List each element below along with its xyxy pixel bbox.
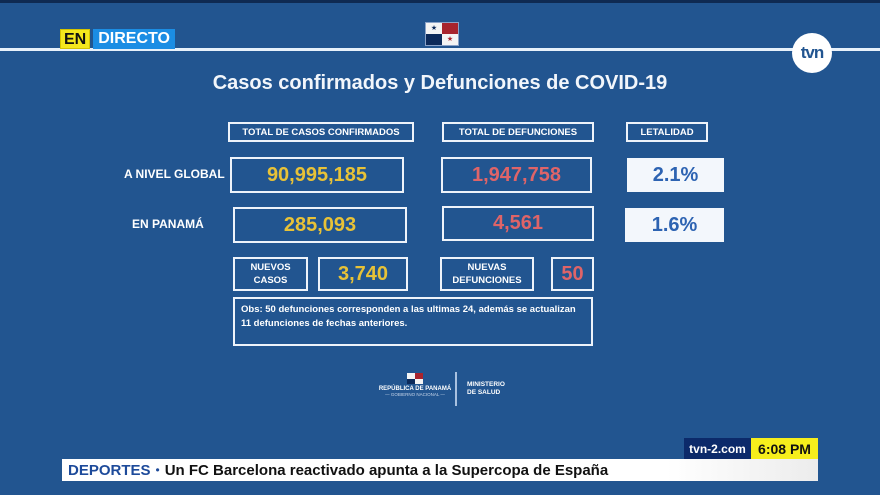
ticker-bullet-icon: • bbox=[155, 463, 160, 477]
flag-star-red-icon: ★ bbox=[442, 34, 458, 45]
panama-deaths-value: 4,561 bbox=[442, 206, 594, 241]
observation-note: Obs: 50 defunciones corresponden a las u… bbox=[233, 297, 593, 346]
ticker-headline: Un FC Barcelona reactivado apunta a la S… bbox=[164, 461, 609, 479]
news-ticker: DEPORTES • Un FC Barcelona reactivado ap… bbox=[62, 459, 818, 481]
live-badge: EN DIRECTO bbox=[60, 29, 175, 49]
new-deaths-label-line1: NUEVAS bbox=[467, 262, 507, 273]
header-rule bbox=[0, 48, 880, 51]
ministerio-salud-logo: MINISTERIO DE SALUD bbox=[467, 381, 505, 397]
logo-divider bbox=[455, 372, 457, 406]
tvn-logo: tvn bbox=[792, 33, 832, 73]
flag-blue-quarter bbox=[426, 34, 442, 45]
header-total-confirmed: TOTAL DE CASOS CONFIRMADOS bbox=[228, 122, 414, 142]
global-lethality-value: 2.1% bbox=[627, 158, 724, 192]
header-lethality: LETALIDAD bbox=[626, 122, 708, 142]
global-confirmed-value: 90,995,185 bbox=[230, 157, 404, 193]
new-cases-value: 3,740 bbox=[318, 257, 408, 291]
panama-flag-icon: ★ ★ bbox=[425, 22, 459, 46]
new-cases-label: NUEVOS CASOS bbox=[233, 257, 308, 291]
row-label-panama: EN PANAMÁ bbox=[132, 217, 204, 231]
header-total-deaths: TOTAL DE DEFUNCIONES bbox=[442, 122, 594, 142]
panama-confirmed-value: 285,093 bbox=[233, 207, 407, 243]
new-deaths-label-line2: DEFUNCIONES bbox=[452, 275, 522, 286]
flag-star-blue-icon: ★ bbox=[426, 23, 442, 34]
ministry-line2: DE SALUD bbox=[467, 389, 501, 396]
row-label-global: A NIVEL GLOBAL bbox=[124, 167, 225, 181]
ministry-line1: MINISTERIO bbox=[467, 381, 505, 388]
government-text: — GOBIERNO NACIONAL — bbox=[385, 392, 445, 397]
global-deaths-value: 1,947,758 bbox=[441, 157, 592, 193]
panama-lethality-value: 1.6% bbox=[625, 208, 724, 242]
clock-time: 6:08 PM bbox=[751, 438, 818, 459]
panama-flag-small-icon bbox=[407, 373, 423, 384]
new-cases-label-line2: CASOS bbox=[253, 275, 288, 286]
website-label: tvn-2.com bbox=[684, 438, 751, 459]
slide-title: Casos confirmados y Defunciones de COVID… bbox=[212, 72, 668, 94]
top-border bbox=[0, 0, 880, 3]
republic-text: REPÚBLICA DE PANAMÁ bbox=[378, 386, 452, 392]
republica-panama-logo: REPÚBLICA DE PANAMÁ — GOBIERNO NACIONAL … bbox=[370, 373, 460, 397]
live-badge-directo: DIRECTO bbox=[93, 29, 175, 49]
flag-red-quarter bbox=[442, 23, 458, 34]
new-cases-label-line1: NUEVOS bbox=[250, 262, 291, 273]
ticker-section: DEPORTES bbox=[68, 461, 151, 479]
new-deaths-label: NUEVAS DEFUNCIONES bbox=[440, 257, 534, 291]
new-deaths-value: 50 bbox=[551, 257, 594, 291]
live-badge-en: EN bbox=[60, 29, 91, 49]
